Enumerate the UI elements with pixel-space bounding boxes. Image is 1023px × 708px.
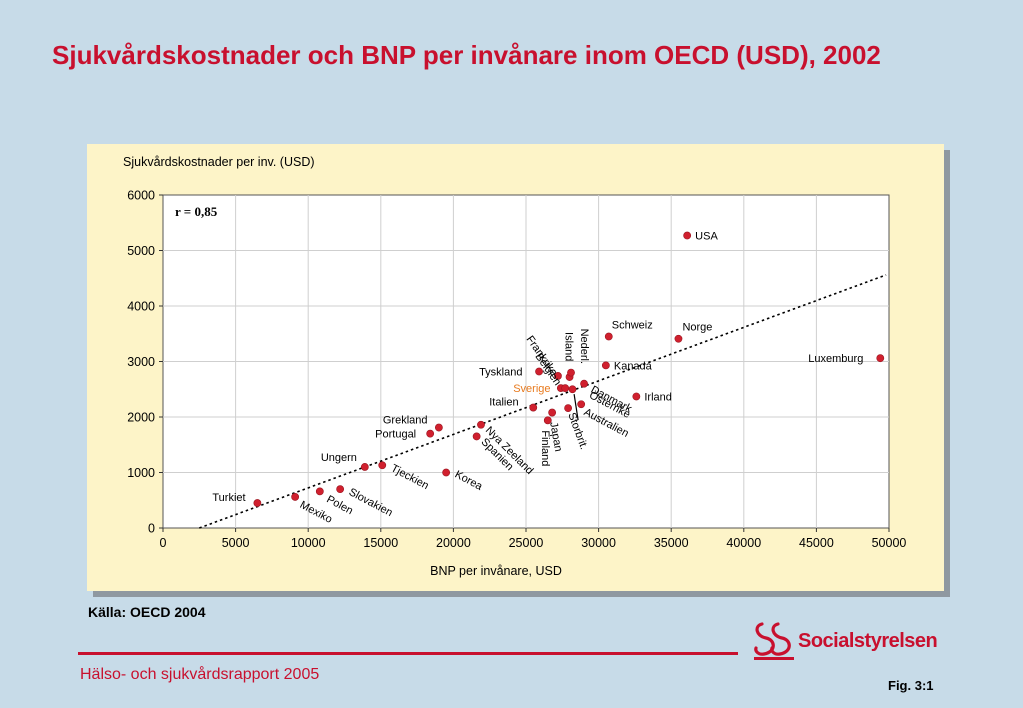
point-label: Finland: [539, 430, 551, 466]
data-point: [434, 423, 443, 432]
y-tick-label: 5000: [127, 244, 155, 258]
chart-panel: 0 5000 10000 15000 20000 25000 30000 35000 40000…: [87, 144, 944, 591]
x-tick-label: 5000: [222, 536, 250, 550]
point-label: Schweiz: [612, 320, 653, 332]
y-tick-label: 3000: [127, 355, 155, 369]
socialstyrelsen-logo: Socialstyrelsen: [752, 618, 952, 662]
x-tick-label: 15000: [363, 536, 398, 550]
figure-number: Fig. 3:1: [888, 678, 934, 693]
point-label: Nederl.: [578, 329, 590, 364]
point-label: Sverige: [513, 383, 550, 395]
x-tick-label: 35000: [654, 536, 689, 550]
data-point: [554, 372, 562, 380]
point-label: USA: [695, 231, 718, 243]
point-label: Island: [563, 332, 575, 361]
data-point: [253, 499, 262, 507]
y-tick-label: 0: [148, 522, 155, 536]
data-point: [683, 231, 692, 240]
data-point: [535, 367, 543, 376]
x-tick-label: 20000: [436, 536, 471, 550]
y-axis-label: Sjukvårdskostnader per inv. (USD): [123, 155, 315, 169]
logo-text: Socialstyrelsen: [798, 630, 938, 652]
data-point: [564, 404, 573, 413]
y-tick-label: 1000: [127, 466, 155, 480]
data-point: [548, 408, 557, 417]
point-label: Grekland: [383, 415, 428, 427]
slide-title: Sjukvårdskostnader och BNP per invånare …: [52, 40, 881, 70]
x-tick-label: 25000: [509, 536, 544, 550]
data-point: [580, 379, 588, 388]
point-label: Luxemburg: [808, 353, 863, 365]
data-point: [577, 400, 586, 409]
x-tick-label: 0: [160, 536, 167, 550]
data-point: [336, 485, 345, 494]
data-point: [561, 384, 570, 393]
data-point: [442, 468, 451, 477]
label-connector: [573, 394, 579, 421]
x-tick-label: 10000: [291, 536, 326, 550]
data-point: [567, 368, 575, 377]
point-label: Italien: [489, 397, 518, 409]
data-point: [543, 416, 552, 425]
data-point: [674, 334, 683, 343]
data-point: [426, 429, 435, 438]
data-point: [632, 392, 641, 401]
point-label: Japan: [547, 421, 564, 453]
data-point: [529, 403, 538, 412]
point-label: Ungern: [321, 452, 357, 464]
data-point: [568, 385, 577, 394]
x-tick-label: 40000: [726, 536, 761, 550]
footer-divider: [78, 652, 738, 655]
x-axis-label: BNP per invånare, USD: [430, 564, 562, 578]
data-point: [604, 332, 613, 341]
point-label: Turkiet: [212, 492, 245, 504]
data-point: [472, 432, 481, 441]
logo-emblem-icon: [754, 622, 794, 660]
x-tick-label: 45000: [799, 536, 834, 550]
x-tick-label: 50000: [872, 536, 907, 550]
data-point: [291, 493, 300, 501]
data-point: [360, 463, 369, 471]
y-tick-label: 4000: [127, 300, 155, 314]
correlation-annotation: r = 0,85: [175, 204, 218, 219]
data-point: [601, 361, 610, 370]
x-tick-label: 30000: [581, 536, 616, 550]
point-label: Norge: [682, 322, 712, 334]
data-point: [477, 420, 485, 429]
trend-line: [199, 274, 887, 529]
scatter-chart: 0 5000 10000 15000 20000 25000 30000 35000 40000…: [123, 155, 907, 578]
point-label: Tyskland: [479, 366, 522, 378]
source-note: Källa: OECD 2004: [88, 604, 206, 620]
point-label: Kanada: [614, 360, 653, 372]
data-point: [876, 354, 885, 363]
data-point: [315, 487, 324, 496]
y-tick-label: 6000: [127, 189, 155, 203]
y-tick-label: 2000: [127, 411, 155, 425]
point-label: Portugal: [375, 429, 416, 441]
point-label: Irland: [644, 391, 672, 403]
footer-report-title: Hälso- och sjukvårdsrapport 2005: [80, 666, 320, 683]
data-point: [378, 461, 387, 470]
